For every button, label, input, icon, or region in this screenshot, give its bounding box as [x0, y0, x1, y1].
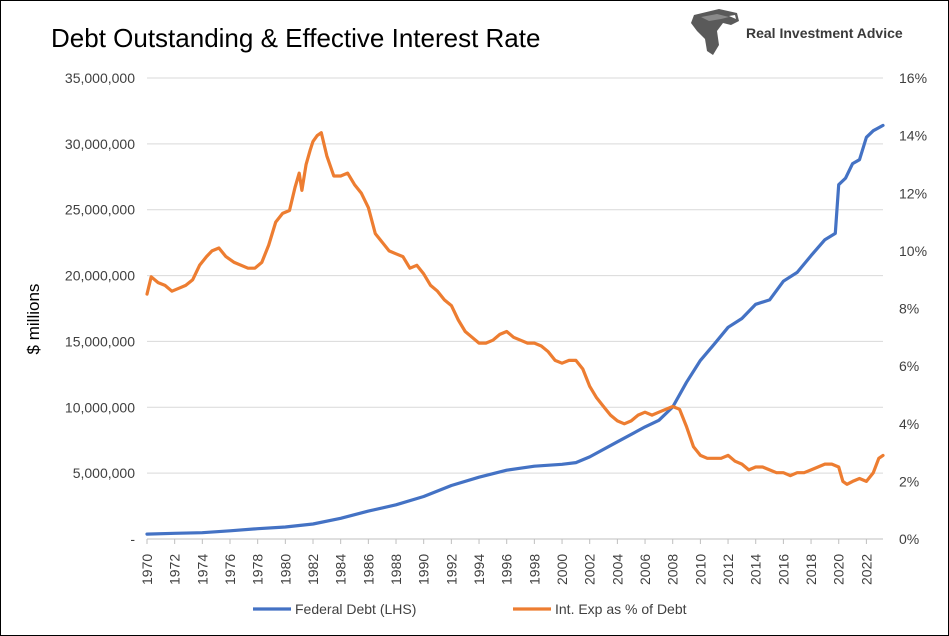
series-line-federal-debt: [145, 123, 885, 536]
left-tick-label: 5,000,000: [73, 465, 135, 481]
x-tick-label: 1992: [443, 554, 459, 585]
x-tick-label: 2006: [637, 554, 653, 585]
series-lines: [145, 123, 885, 536]
series-line-interest-rate: [145, 131, 885, 486]
right-tick-label: 6%: [899, 358, 919, 374]
x-tick-label: 1972: [167, 554, 183, 585]
x-tick-label: 1980: [277, 554, 293, 585]
right-axis-ticks: 0% 2% 4% 6% 8% 10% 12% 14% 16%: [899, 70, 927, 547]
gridlines: [147, 77, 883, 540]
x-tick-label: 1996: [499, 554, 515, 585]
x-tick-label: 2018: [803, 554, 819, 585]
left-tick-label: -: [130, 531, 135, 547]
x-tick-label: 1988: [388, 554, 404, 585]
x-tick-label: 2000: [554, 554, 570, 585]
x-tick-label: 1990: [416, 554, 432, 585]
left-tick-label: 15,000,000: [65, 333, 135, 349]
x-tick-label: 1978: [250, 554, 266, 585]
x-tick-label: 1984: [333, 554, 349, 585]
left-tick-label: 10,000,000: [65, 399, 135, 415]
x-tick-label: 2022: [858, 554, 874, 585]
x-tick-label: 2014: [748, 554, 764, 585]
left-tick-label: 35,000,000: [65, 70, 135, 86]
x-tick-label: 1982: [305, 554, 321, 585]
left-tick-label: 30,000,000: [65, 136, 135, 152]
y-axis-label: $ millions: [24, 284, 43, 355]
right-tick-label: 16%: [899, 70, 927, 86]
x-tick-label: 1998: [526, 554, 542, 585]
x-axis-ticks: 1970 1972 1974 1976 1978 1980 1982 1984 1986 1988…: [139, 539, 874, 585]
x-tick-label: 2008: [665, 554, 681, 585]
x-tick-label: 2012: [720, 554, 736, 585]
x-tick-label: 2002: [582, 554, 598, 585]
x-tick-label: 2004: [609, 554, 625, 585]
x-tick-label: 1974: [194, 554, 210, 585]
right-tick-label: 12%: [899, 185, 927, 201]
chart-title: Debt Outstanding & Effective Interest Ra…: [51, 23, 540, 53]
x-tick-label: 1976: [222, 554, 238, 585]
right-tick-label: 4%: [899, 416, 919, 432]
right-tick-label: 14%: [899, 128, 927, 144]
left-axis-ticks: - 5,000,000 10,000,000 15,000,000 20,000,000…: [65, 70, 135, 547]
x-tick-label: 1986: [360, 554, 376, 585]
right-tick-label: 8%: [899, 301, 919, 317]
right-tick-label: 2%: [899, 473, 919, 489]
legend-label: Int. Exp as % of Debt: [555, 601, 687, 617]
x-tick-label: 2010: [692, 554, 708, 585]
brand-name: Real Investment Advice: [746, 25, 903, 41]
eagle-head-icon: [691, 9, 739, 55]
x-tick-label: 2020: [831, 554, 847, 585]
right-tick-label: 0%: [899, 531, 919, 547]
x-tick-label: 2016: [775, 554, 791, 585]
x-tick-label: 1970: [139, 554, 155, 585]
legend-label: Federal Debt (LHS): [295, 601, 416, 617]
left-tick-label: 25,000,000: [65, 202, 135, 218]
legend: Federal Debt (LHS) Int. Exp as % of Debt: [253, 601, 687, 617]
x-tick-label: 1994: [471, 554, 487, 585]
left-tick-label: 20,000,000: [65, 268, 135, 284]
right-tick-label: 10%: [899, 243, 927, 259]
